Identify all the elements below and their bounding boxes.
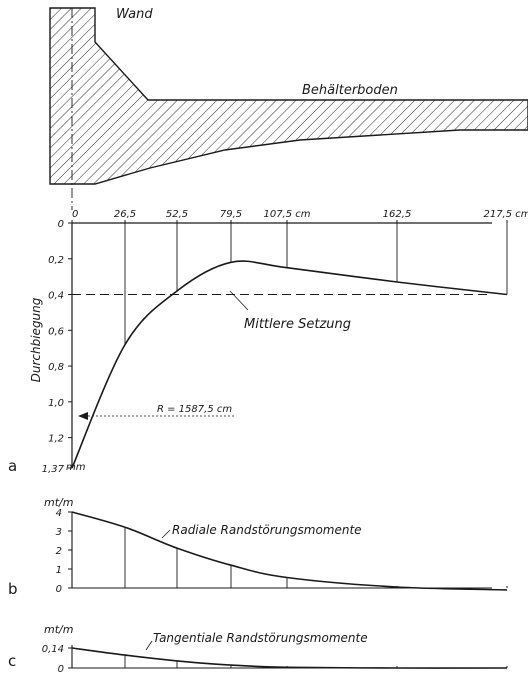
- tank-cross-section: Wand Behälterboden: [49, 7, 528, 210]
- panel-a-x-tick-label: 162,5: [383, 209, 412, 220]
- radius-arrowhead: [78, 412, 88, 420]
- panel-a-x-tick-label: 107,5 cm: [263, 209, 310, 220]
- panel-a-x-tick-label: 26,5: [114, 209, 136, 220]
- panel-b-y-tick-label: 4: [56, 508, 62, 519]
- panel-b-y-tick-label: 2: [56, 546, 62, 557]
- panel-a-x-tick-label: 217,5 cm: [483, 209, 528, 220]
- panel-c-label: Tangentiale Randstörungsmomente: [153, 631, 368, 645]
- panel-a-y-tick-label: 0,6: [48, 326, 64, 337]
- panel-a-y-tick-label: 1,37: [42, 464, 65, 475]
- panel-a-x-tick-label: 52,5: [166, 209, 188, 220]
- panel-b-y-tick-label: 1: [56, 565, 62, 576]
- radius-label: R = 1587,5 cm: [157, 404, 232, 415]
- panel-a-y-axis-title: Durchbiegung: [29, 297, 43, 382]
- panel-a-y-tick-label: 1,0: [48, 398, 64, 409]
- tangential-moment-curve: [71, 647, 508, 669]
- mean-settlement-label: Mittlere Setzung: [244, 317, 351, 332]
- panel-b-label: Radiale Randstörungsmomente: [172, 523, 362, 537]
- panel-b-radial-moments: mt/m 4 3 2 1 0 Radiale Randstörungsmomente b: [8, 496, 508, 598]
- panel-a-letter: a: [8, 457, 17, 475]
- panel-b-unit: mt/m: [44, 496, 73, 509]
- panel-a-deflection: 0 26,5 52,5 79,5 107,5 cm 162,5 217,5 cm 0 0,2 0…: [8, 209, 528, 475]
- radial-moment-curve: [71, 511, 508, 591]
- panel-a-y-tick-label: 1,2: [48, 434, 64, 445]
- panel-a-y-tick-label: 0,8: [48, 362, 64, 373]
- panel-b-y-tick-label: 0: [56, 584, 62, 595]
- panel-a-y-tick-label: 0,4: [48, 291, 64, 302]
- panel-c-unit: mt/m: [44, 623, 73, 636]
- panel-c-y-tick-label: 0,14: [42, 644, 64, 655]
- mean-settlement-leader: [229, 290, 249, 311]
- panel-b-letter: b: [8, 580, 18, 598]
- panel-b-label-leader: [161, 529, 171, 539]
- panel-c-label-leader: [145, 640, 153, 651]
- panel-c-tangential-moments: mt/m 0,14 0 Tangentiale Randstörungsmomen…: [8, 623, 508, 673]
- wall-label: Wand: [116, 7, 153, 22]
- panel-c-letter: c: [8, 652, 16, 670]
- panel-b-y-tick-label: 3: [56, 527, 62, 538]
- deflection-curve: [71, 260, 508, 469]
- panel-a-x-tick-label: 79,5: [220, 209, 242, 220]
- panel-a-y-tick-label: 0: [58, 219, 64, 230]
- panel-a-y-unit: mm: [66, 462, 86, 473]
- floor-label: Behälterboden: [302, 83, 398, 98]
- panel-a-x-tick-label: 0: [72, 209, 78, 220]
- panel-c-y-tick-label: 0: [58, 664, 64, 673]
- panel-a-y-tick-label: 0,2: [48, 255, 64, 266]
- hatched-section: [49, 7, 528, 185]
